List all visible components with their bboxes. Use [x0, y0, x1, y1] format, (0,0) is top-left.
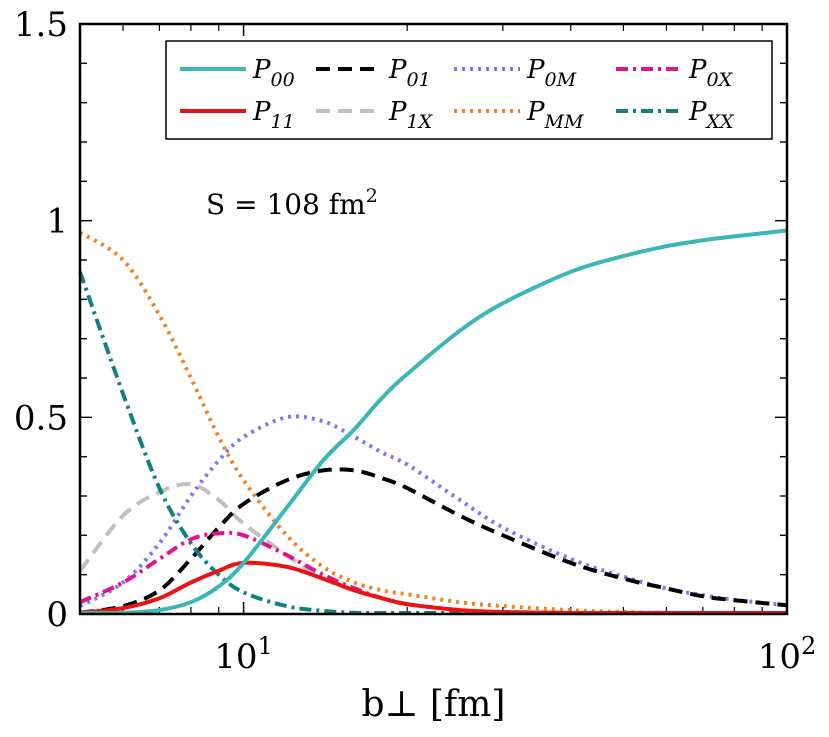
series-line-p0x — [79, 530, 787, 616]
legend-box — [165, 40, 773, 140]
legend-subscript: 0X — [707, 69, 734, 91]
legend-subscript: 00 — [271, 69, 295, 91]
legend-subscript: 0M — [545, 69, 577, 91]
x-axis-label: b⊥ [fm] — [362, 684, 506, 725]
plot-area — [78, 228, 788, 616]
x-tick-exponent: 1 — [258, 632, 273, 660]
y-tick-label: 1 — [46, 202, 68, 242]
legend-subscript: MM — [544, 111, 584, 133]
y-tick-label: 0.5 — [14, 398, 68, 438]
legend-label-p11: P11 — [252, 97, 295, 133]
legend-subscript: 11 — [271, 111, 295, 133]
legend-subscript: 01 — [407, 69, 431, 91]
series-line-p0m — [79, 414, 788, 608]
plot-frame — [78, 22, 789, 616]
annotation-area: S = 108 fm2 — [206, 185, 378, 221]
series-line-p01 — [79, 467, 788, 615]
x-tick-label: 101 — [214, 632, 273, 677]
legend-subscript: 1X — [407, 111, 434, 133]
legend-subscript: XX — [705, 111, 736, 133]
y-tick-label: 0 — [46, 595, 68, 635]
x-tick-label: 102 — [758, 632, 817, 677]
series-line-p00 — [79, 228, 788, 616]
x-tick-exponent: 2 — [801, 632, 816, 660]
annotation-superscript: 2 — [366, 185, 378, 207]
y-tick-label: 1.5 — [14, 5, 68, 45]
series-line-pmm — [78, 230, 787, 615]
